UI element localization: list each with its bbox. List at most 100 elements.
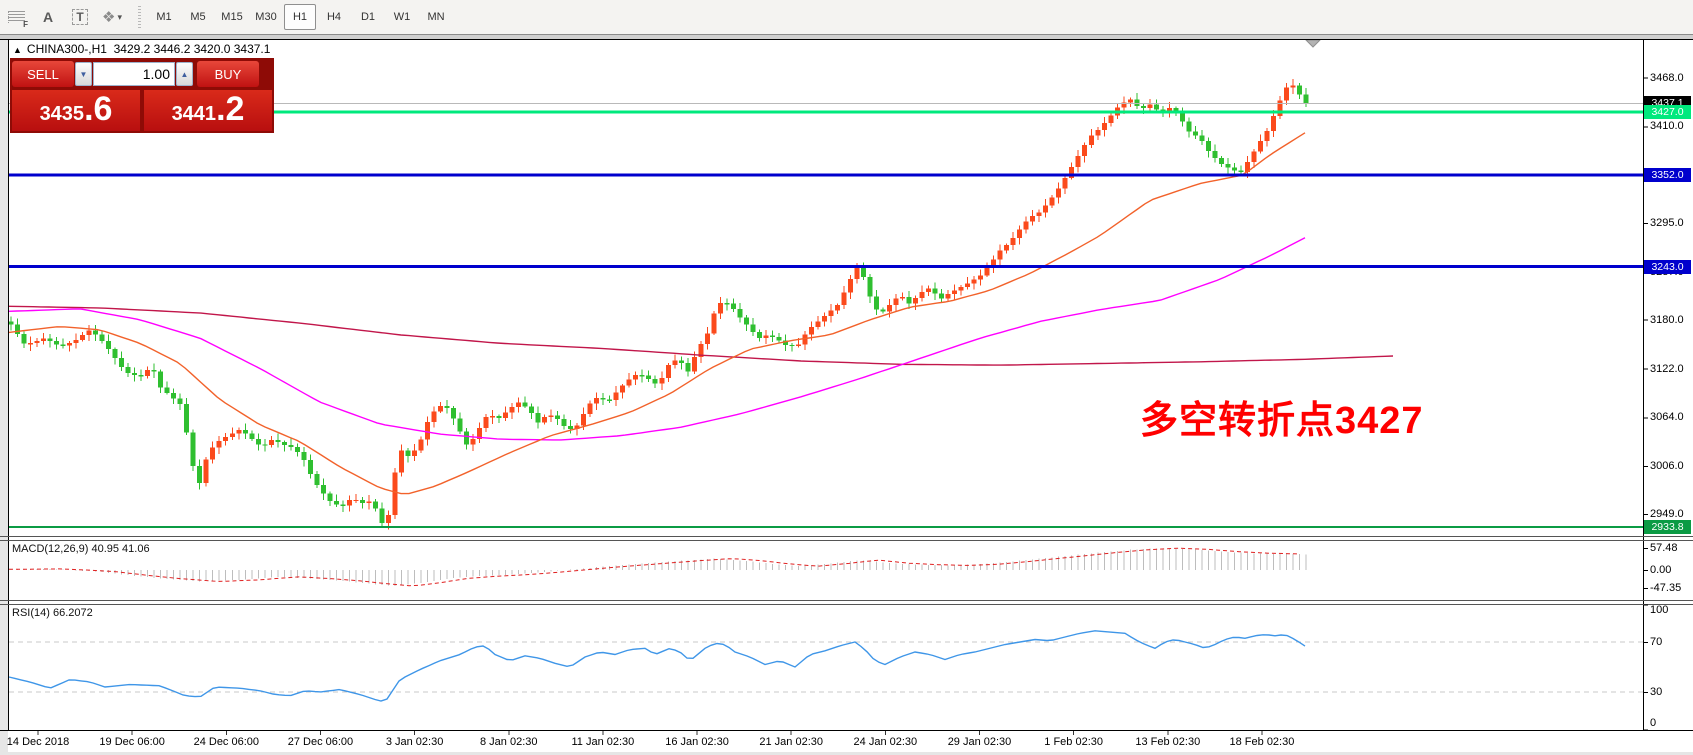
candle-up — [1270, 115, 1276, 131]
textbox-t-icon[interactable]: T — [67, 5, 93, 29]
rsi-axis-label: 30 — [1650, 686, 1663, 698]
candle-up — [841, 292, 847, 306]
candle-up — [1069, 167, 1075, 179]
price-axis-label: 3295.0 — [1650, 217, 1684, 229]
symbol-name: CHINA300-,H1 — [26, 42, 107, 56]
candle-down — [906, 297, 912, 304]
candle-up — [665, 364, 671, 378]
candle-down — [262, 444, 268, 446]
candle-down — [340, 504, 346, 506]
volume-input[interactable] — [93, 62, 175, 86]
candle-down — [607, 399, 613, 401]
price-badge-3243.0: 3243.0 — [1644, 259, 1691, 274]
macd-axis-label: 0.00 — [1650, 564, 1672, 576]
candle-up — [1049, 197, 1055, 206]
candle-up — [34, 340, 40, 344]
candle-down — [737, 309, 743, 318]
timeframe-button-h4[interactable]: H4 — [326, 11, 342, 23]
candle-up — [945, 294, 951, 299]
sell-price-box[interactable]: 3435.6 — [12, 90, 140, 131]
objects-icon[interactable]: ❖ ▾ — [102, 9, 122, 26]
timeframe-button-d1[interactable]: D1 — [360, 11, 376, 23]
chart-shift-marker-icon[interactable] — [1304, 39, 1322, 48]
candle-down — [496, 416, 502, 419]
candle-up — [1290, 85, 1296, 88]
candle-down — [1134, 99, 1140, 107]
candle-down — [529, 406, 535, 414]
candle-down — [685, 362, 691, 372]
candle-up — [626, 379, 632, 386]
candle-down — [1231, 167, 1237, 171]
candle-down — [15, 324, 21, 334]
candle-down — [1186, 121, 1192, 132]
candle-down — [125, 367, 131, 373]
label-a-icon[interactable]: A — [42, 9, 54, 25]
toolbar-grip[interactable] — [138, 6, 141, 28]
candle-up — [965, 283, 971, 288]
candle-down — [307, 460, 313, 475]
candle-up — [1244, 162, 1250, 172]
candle-up — [210, 447, 216, 460]
time-axis-label: 27 Dec 06:00 — [287, 736, 354, 748]
candle-down — [106, 340, 112, 350]
timeframe-button-w1[interactable]: W1 — [393, 11, 411, 23]
candle-down — [568, 426, 574, 430]
candle-down — [132, 372, 138, 376]
candle-up — [145, 369, 151, 376]
candle-up — [503, 412, 509, 419]
candle-up — [80, 335, 86, 340]
chart-text-annotation[interactable]: 多空转折点3427 — [1140, 400, 1424, 442]
candle-up — [574, 425, 580, 430]
candle-down — [249, 433, 255, 439]
time-axis-label: 13 Feb 02:30 — [1135, 736, 1201, 748]
candle-up — [477, 428, 483, 440]
candle-down — [320, 484, 326, 494]
candle-down — [646, 375, 652, 380]
ohlc-readout: 3429.2 3446.2 3420.0 3437.1 — [113, 42, 271, 56]
candle-down — [171, 393, 177, 399]
candle-up — [854, 268, 860, 279]
candle-up — [672, 360, 678, 365]
volume-decrease-button[interactable]: ▼ — [75, 62, 92, 86]
candle-up — [203, 459, 209, 484]
candle-down — [867, 276, 873, 297]
sell-button[interactable]: SELL — [12, 61, 74, 87]
candle-down — [359, 500, 365, 503]
candle-down — [138, 375, 144, 377]
candle-up — [1127, 99, 1133, 103]
candle-up — [821, 316, 827, 322]
timeframe-button-m30[interactable]: M30 — [255, 11, 277, 23]
volume-increase-button[interactable]: ▲ — [176, 62, 193, 86]
ma-slow-line — [8, 305, 1394, 366]
time-axis-label: 16 Jan 02:30 — [665, 736, 729, 748]
timeframe-button-h1[interactable]: H1 — [284, 4, 316, 30]
candle-up — [437, 406, 443, 412]
candle-down — [464, 431, 470, 445]
candle-up — [763, 335, 769, 338]
candle-up — [268, 439, 274, 446]
candle-up — [509, 407, 515, 413]
candle-up — [1166, 108, 1172, 112]
grid-f-icon[interactable]: F — [3, 5, 29, 29]
timeframe-button-mn[interactable]: MN — [427, 11, 445, 23]
buy-price-box[interactable]: 3441.2 — [144, 90, 272, 131]
collapse-triangle-icon[interactable]: ▲ — [13, 45, 22, 55]
candle-up — [1056, 188, 1062, 198]
candle-down — [158, 371, 164, 388]
candle-down — [535, 413, 541, 423]
price-axis-label: 3122.0 — [1650, 362, 1684, 375]
macd-axis-label: 57.48 — [1650, 542, 1678, 554]
buy-button[interactable]: BUY — [197, 61, 259, 87]
candle-up — [1075, 156, 1081, 168]
candle-up — [978, 275, 984, 280]
price-badge-3427.0: 3427.0 — [1644, 104, 1691, 119]
candle-up — [1082, 145, 1088, 157]
price-axis-label: 3180.0 — [1650, 313, 1684, 326]
candle-down — [743, 317, 749, 325]
timeframe-button-m5[interactable]: M5 — [190, 11, 206, 23]
timeframe-button-m15[interactable]: M15 — [221, 11, 243, 23]
candle-up — [717, 303, 723, 314]
timeframe-button-m1[interactable]: M1 — [156, 11, 172, 23]
